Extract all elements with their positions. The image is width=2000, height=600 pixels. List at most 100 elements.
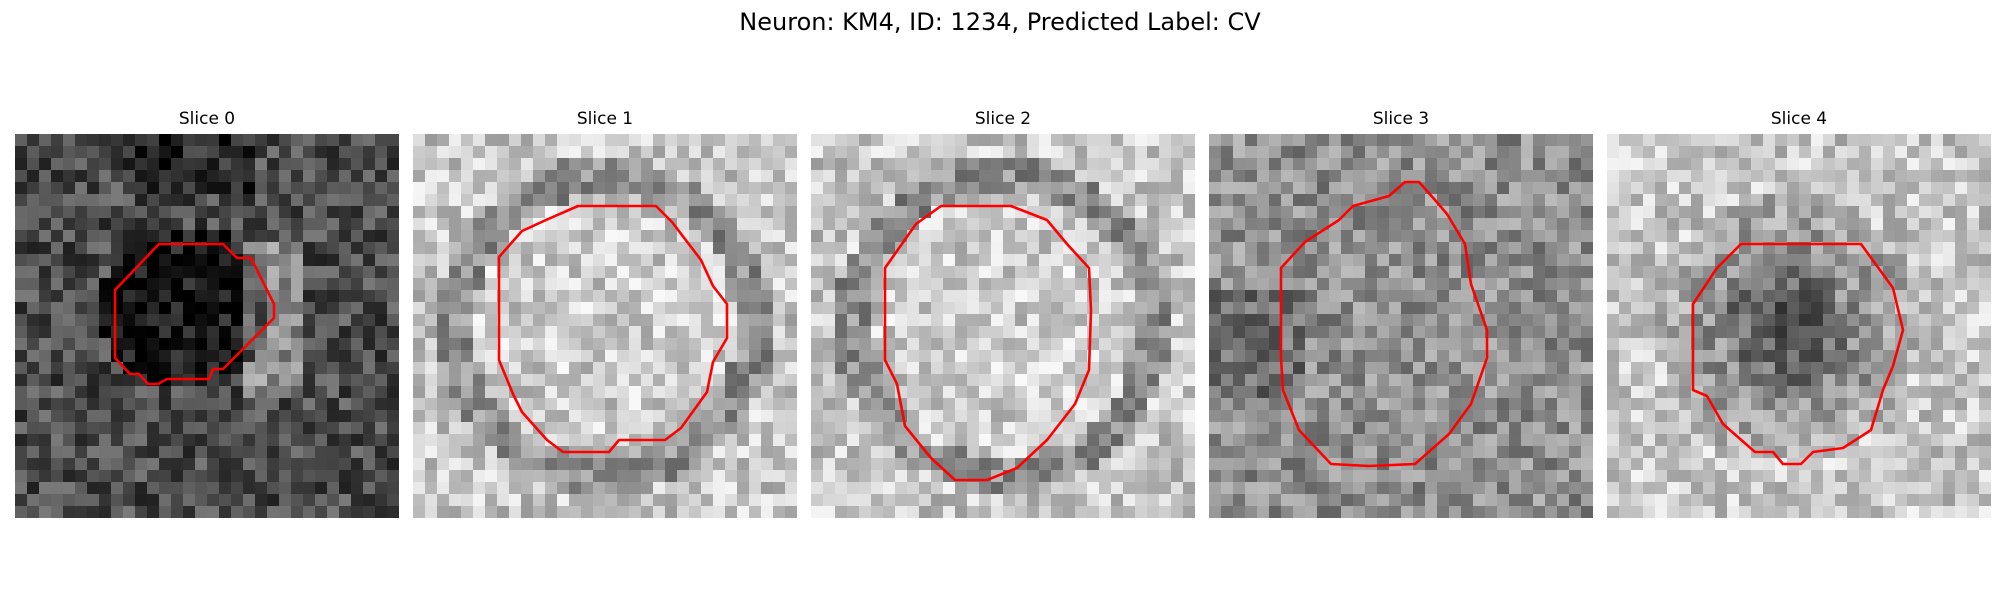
pixel [823, 278, 836, 291]
pixel [267, 278, 280, 291]
pixel [1221, 278, 1234, 291]
pixel [1751, 386, 1764, 399]
pixel [1293, 458, 1306, 471]
pixel [1027, 134, 1040, 147]
pixel [1763, 182, 1776, 195]
pixel [1257, 314, 1270, 327]
pixel [1691, 146, 1704, 159]
pixel [1171, 458, 1184, 471]
pixel [931, 134, 944, 147]
pixel [123, 182, 136, 195]
pixel [641, 422, 654, 435]
pixel [1569, 266, 1582, 279]
pixel [1293, 350, 1306, 363]
pixel [1979, 362, 1991, 375]
pixel [1883, 218, 1896, 231]
pixel [1763, 170, 1776, 183]
pixel [1667, 182, 1680, 195]
pixel [1171, 398, 1184, 411]
pixel [1787, 410, 1800, 423]
pixel [943, 134, 956, 147]
pixel [171, 266, 184, 279]
pixel [1715, 278, 1728, 291]
pixel [497, 398, 510, 411]
pixel [1051, 278, 1064, 291]
pixel [689, 206, 702, 219]
pixel [1545, 206, 1558, 219]
pixel [545, 374, 558, 387]
pixel [1209, 134, 1222, 147]
pixel [773, 218, 786, 231]
pixel [1859, 206, 1872, 219]
pixel [859, 158, 872, 171]
pixel [1027, 350, 1040, 363]
pixel [979, 458, 992, 471]
pixel [1221, 290, 1234, 303]
pixel [87, 458, 100, 471]
pixel [665, 470, 678, 483]
pixel [1533, 446, 1546, 459]
pixel [1003, 254, 1016, 267]
pixel [883, 494, 896, 507]
pixel [1497, 314, 1510, 327]
pixel [1739, 278, 1752, 291]
pixel [1135, 494, 1148, 507]
pixel [1425, 386, 1438, 399]
pixel [1389, 194, 1402, 207]
pixel [1943, 386, 1956, 399]
pixel [267, 434, 280, 447]
pixel [835, 482, 848, 495]
pixel [521, 386, 534, 399]
pixel [1027, 278, 1040, 291]
pixel [27, 302, 40, 315]
pixel [1545, 194, 1558, 207]
pixel [1123, 470, 1136, 483]
pixel [665, 410, 678, 423]
pixel [871, 386, 884, 399]
pixel [1667, 314, 1680, 327]
pixel [991, 446, 1004, 459]
pixel [569, 158, 582, 171]
pixel [1377, 254, 1390, 267]
pixel [773, 494, 786, 507]
pixel [1763, 386, 1776, 399]
pixel [653, 134, 666, 147]
pixel [713, 398, 726, 411]
pixel [1147, 134, 1160, 147]
pixel [291, 278, 304, 291]
pixel [1063, 350, 1076, 363]
pixel [1485, 482, 1498, 495]
pixel [1569, 494, 1582, 507]
pixel [943, 146, 956, 159]
pixel [147, 470, 160, 483]
pixel [773, 470, 786, 483]
pixel [1209, 230, 1222, 243]
pixel [195, 338, 208, 351]
pixel [1075, 302, 1088, 315]
pixel [1727, 374, 1740, 387]
pixel [1051, 134, 1064, 147]
pixel [219, 470, 232, 483]
pixel [1353, 254, 1366, 267]
pixel [617, 446, 630, 459]
pixel [485, 218, 498, 231]
pixel [605, 494, 618, 507]
pixel [267, 350, 280, 363]
pixel [569, 326, 582, 339]
pixel [943, 302, 956, 315]
pixel [1221, 398, 1234, 411]
pixel [303, 242, 316, 255]
pixel [1739, 266, 1752, 279]
pixel [1823, 338, 1836, 351]
pixel [931, 494, 944, 507]
pixel [617, 326, 630, 339]
pixel [521, 458, 534, 471]
pixel [183, 458, 196, 471]
pixel [1581, 446, 1593, 459]
pixel [147, 386, 160, 399]
pixel [1967, 290, 1980, 303]
pixel [605, 326, 618, 339]
pixel [509, 194, 522, 207]
pixel [485, 266, 498, 279]
pixel [1919, 182, 1932, 195]
